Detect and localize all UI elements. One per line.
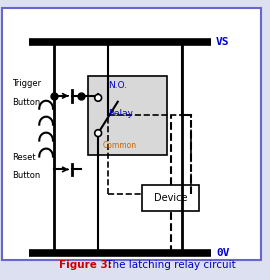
Text: Relay: Relay (108, 109, 133, 118)
Text: Button: Button (12, 98, 40, 107)
Text: Reset: Reset (12, 153, 35, 162)
FancyBboxPatch shape (142, 185, 199, 211)
Text: 0V: 0V (216, 248, 229, 258)
Text: Device: Device (154, 193, 187, 203)
Text: Trigger: Trigger (12, 79, 41, 88)
Circle shape (95, 130, 102, 137)
FancyBboxPatch shape (2, 8, 261, 260)
FancyBboxPatch shape (88, 76, 167, 155)
Text: Common: Common (103, 141, 137, 150)
Text: Button: Button (12, 171, 40, 180)
Text: The latching relay circuit: The latching relay circuit (103, 260, 236, 270)
Text: N.O.: N.O. (108, 81, 127, 90)
Text: Figure 3:: Figure 3: (59, 260, 112, 270)
Text: VS: VS (216, 37, 229, 47)
Circle shape (95, 94, 102, 101)
